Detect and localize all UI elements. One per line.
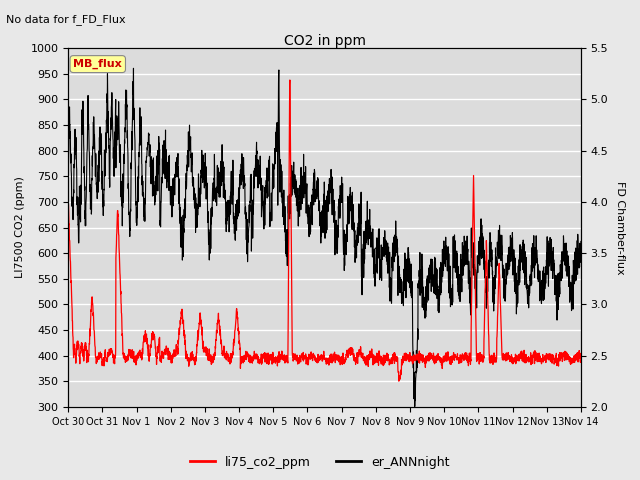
Title: CO2 in ppm: CO2 in ppm: [284, 34, 365, 48]
Text: MB_flux: MB_flux: [74, 59, 122, 69]
Y-axis label: FD Chamber-flux: FD Chamber-flux: [615, 181, 625, 275]
Text: No data for f_FD_Flux: No data for f_FD_Flux: [6, 14, 126, 25]
Y-axis label: LI7500 CO2 (ppm): LI7500 CO2 (ppm): [15, 177, 25, 278]
Legend: li75_co2_ppm, er_ANNnight: li75_co2_ppm, er_ANNnight: [186, 451, 454, 474]
